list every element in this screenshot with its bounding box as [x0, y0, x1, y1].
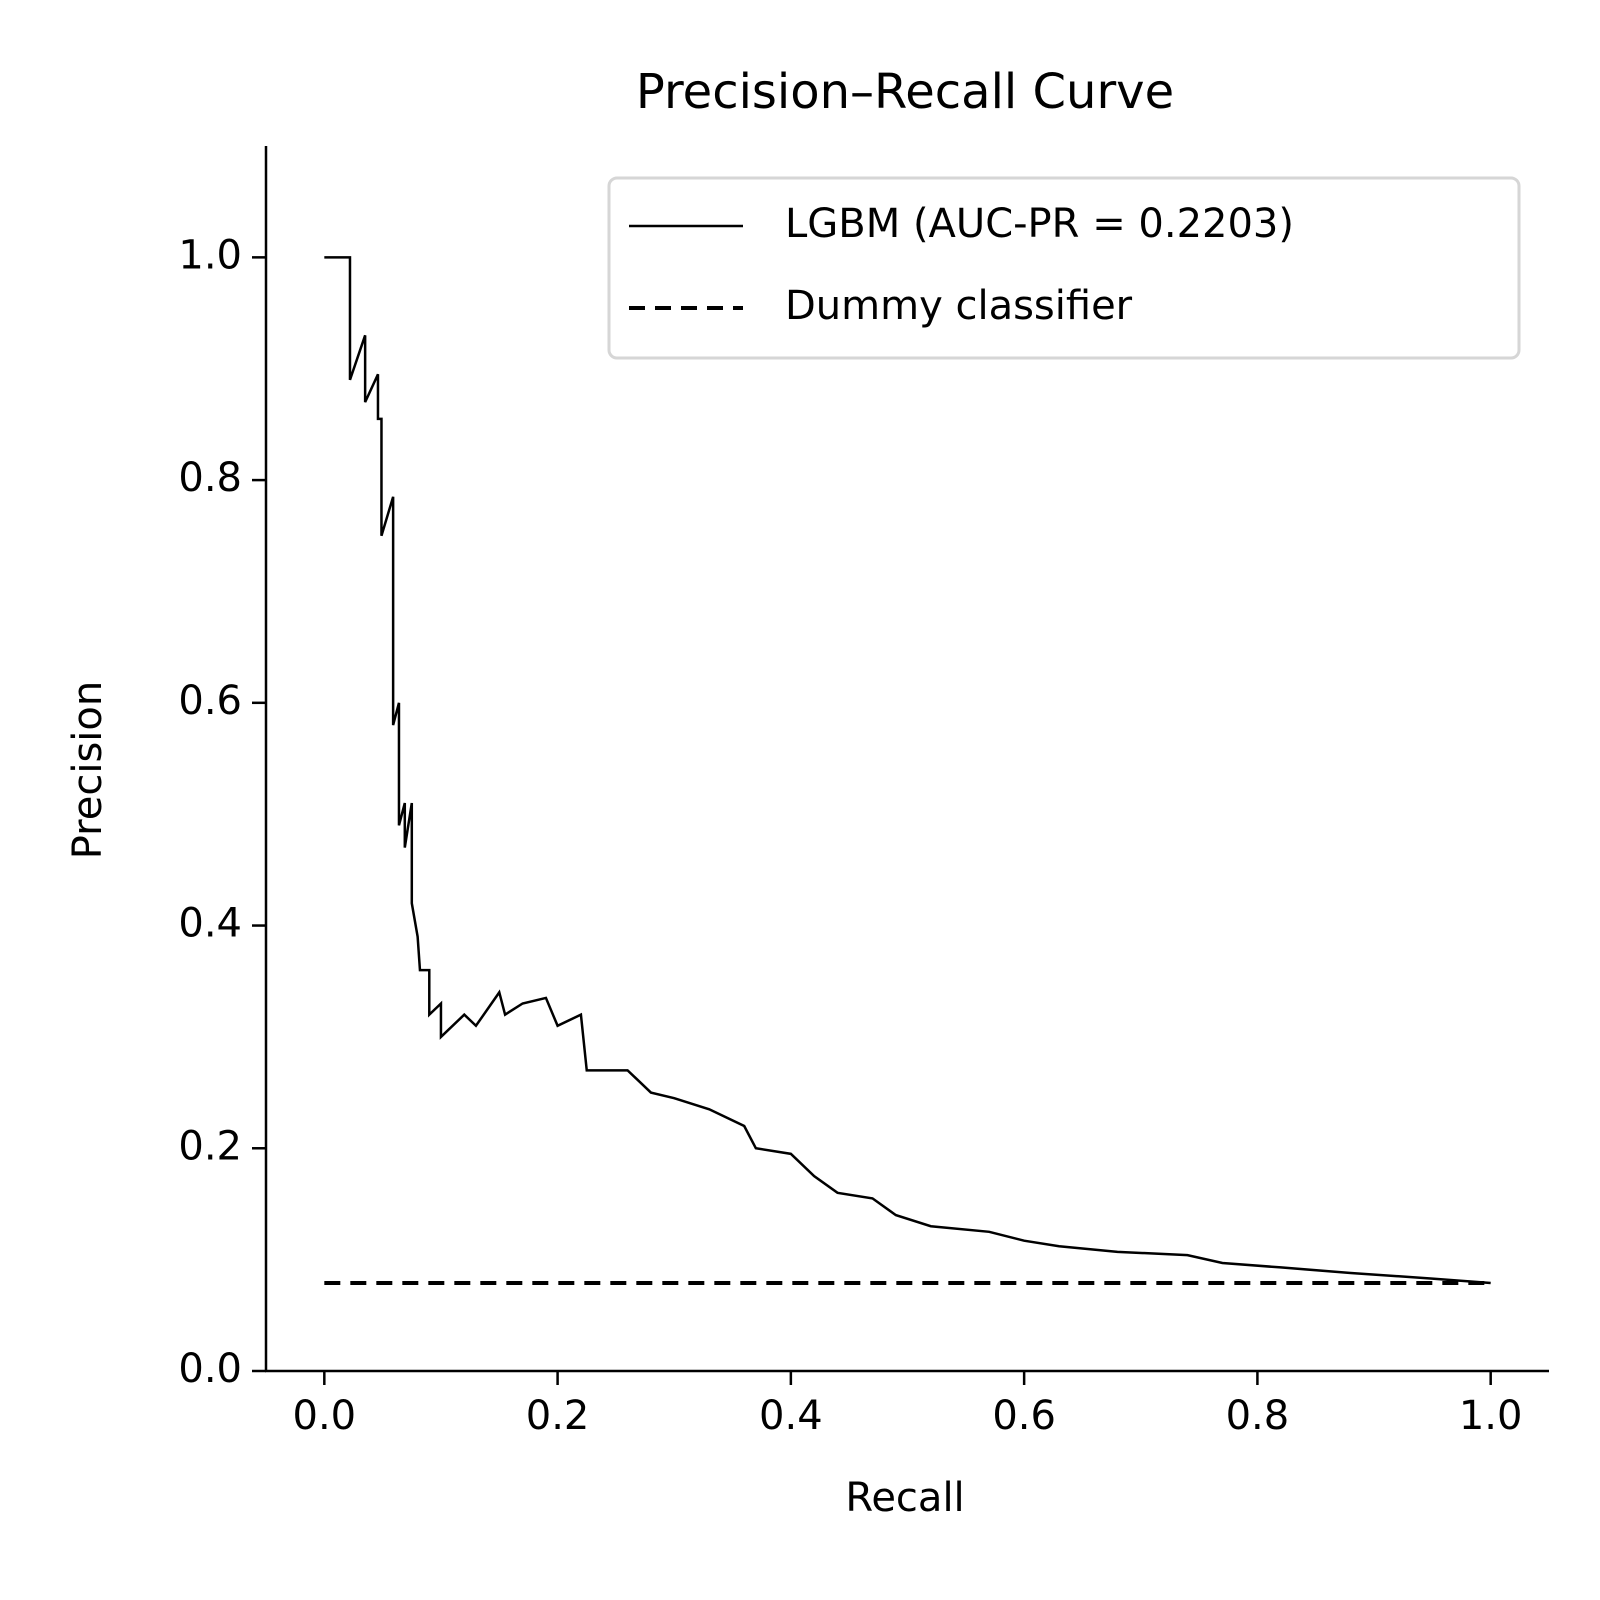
y-tick-label: 0.0: [178, 1346, 242, 1392]
x-tick-label: 0.6: [992, 1393, 1056, 1439]
chart-title: Precision–Recall Curve: [636, 64, 1174, 120]
x-tick-label: 1.0: [1459, 1393, 1523, 1439]
x-tick-label: 0.4: [759, 1393, 823, 1439]
y-tick-label: 0.8: [178, 455, 242, 501]
x-tick-label: 0.8: [1226, 1393, 1290, 1439]
y-tick-label: 0.4: [178, 901, 242, 947]
x-axis-label: Recall: [845, 1475, 964, 1521]
series-line: [324, 256, 1491, 1285]
y-tick-label: 0.6: [178, 678, 242, 724]
legend-label: Dummy classifier: [785, 283, 1133, 329]
x-tick-label: 0.2: [526, 1393, 590, 1439]
y-axis-label: Precision: [65, 681, 111, 859]
y-tick-label: 1.0: [178, 232, 242, 278]
legend-label: LGBM (AUC-PR = 0.2203): [785, 201, 1294, 247]
x-tick-label: 0.0: [293, 1393, 357, 1439]
legend-frame: [607, 176, 1521, 360]
y-tick-label: 0.2: [178, 1123, 242, 1169]
